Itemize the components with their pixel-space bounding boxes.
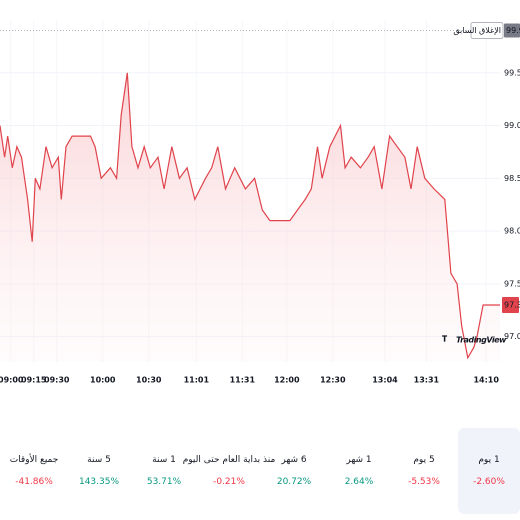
period-change: 53.71% bbox=[146, 477, 182, 487]
previous-close-label: الإغلاق السابق bbox=[453, 26, 501, 36]
period-label: 1 شهر bbox=[346, 455, 372, 465]
y-tick-label: 99.0 bbox=[504, 121, 520, 130]
period-tab[interactable]: 1 سنة 53.71% bbox=[133, 428, 195, 514]
period-change: -0.21% bbox=[213, 477, 245, 487]
period-change: 20.72% bbox=[276, 477, 312, 487]
x-tick-label: 11:01 bbox=[184, 376, 210, 385]
period-tab[interactable]: 1 يوم -2.60% bbox=[458, 428, 520, 514]
period-change: 2.64% bbox=[344, 477, 374, 487]
logo: TradingView bbox=[456, 336, 507, 345]
previous-close-value-badge bbox=[504, 23, 520, 38]
period-tab[interactable]: جميع الأوقات -41.86% bbox=[3, 428, 65, 514]
x-tick-label: 09:30 bbox=[44, 376, 70, 385]
x-tick-label: 10:00 bbox=[90, 376, 116, 385]
period-tab[interactable]: منذ بداية العام حتى اليوم -0.21% bbox=[183, 428, 276, 514]
period-tab[interactable]: 5 يوم -5.53% bbox=[393, 428, 455, 514]
period-label: 1 سنة bbox=[152, 455, 176, 465]
y-tick-label: 97.5 bbox=[504, 279, 520, 288]
y-tick-label: 98.0 bbox=[504, 227, 520, 236]
x-tick-label: 11:31 bbox=[230, 376, 256, 385]
logo-mark: 𝐓 bbox=[442, 335, 448, 344]
period-change: -2.60% bbox=[473, 477, 505, 487]
x-tick-label: 09:00 bbox=[0, 376, 24, 385]
x-tick-label: 12:30 bbox=[320, 376, 346, 385]
x-tick-label: 10:30 bbox=[136, 376, 162, 385]
period-tab[interactable]: 5 سنة 143.35% bbox=[68, 428, 130, 514]
x-tick-label: 09:15 bbox=[21, 376, 47, 385]
period-tab[interactable]: 1 شهر 2.64% bbox=[328, 428, 390, 514]
last-value-badge bbox=[502, 297, 519, 313]
period-label: 5 يوم bbox=[413, 455, 435, 465]
period-change: 143.35% bbox=[78, 477, 120, 487]
period-tab[interactable]: 6 شهر 20.72% bbox=[263, 428, 325, 514]
price-line bbox=[0, 72, 500, 360]
x-tick-label: 12:00 bbox=[274, 376, 300, 385]
period-tabs: 1 يوم -2.60% 5 يوم -5.53% 1 شهر 2.64% 6 شهر 20.… bbox=[0, 428, 520, 516]
x-tick-label: 13:04 bbox=[372, 376, 398, 385]
area bbox=[0, 72, 500, 363]
x-tick-label: 13:31 bbox=[414, 376, 440, 385]
x-tick-label: 14:10 bbox=[473, 376, 499, 385]
y-tick-label: 99.5 bbox=[504, 68, 520, 77]
period-label: 5 سنة bbox=[87, 455, 111, 465]
y-tick-label: 97.0 bbox=[504, 332, 520, 341]
previous-close-badge bbox=[470, 22, 504, 40]
period-label: 1 يوم bbox=[478, 455, 500, 465]
period-label: جميع الأوقات bbox=[9, 455, 59, 465]
period-change: -41.86% bbox=[15, 477, 53, 487]
y-tick-label: 98.5 bbox=[504, 174, 520, 183]
period-change: -5.53% bbox=[408, 477, 440, 487]
previous-close-value: 99.9 bbox=[506, 26, 520, 35]
last-value-label: 97.3 bbox=[504, 301, 520, 310]
period-label: منذ بداية العام حتى اليوم bbox=[182, 455, 276, 465]
period-label: 6 شهر bbox=[281, 455, 307, 465]
